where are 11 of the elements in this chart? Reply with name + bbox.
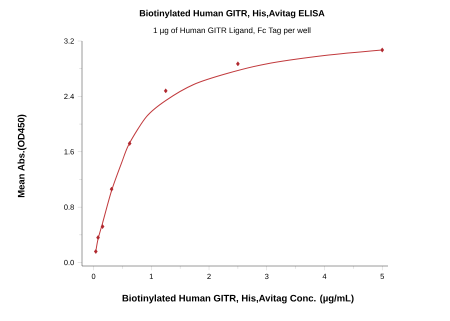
point xyxy=(110,186,114,192)
point xyxy=(96,235,100,240)
y-axis-title: Mean Abs.(OD450) xyxy=(18,114,26,198)
point xyxy=(236,61,240,66)
point xyxy=(164,88,168,94)
point xyxy=(94,249,98,254)
point xyxy=(100,224,104,229)
chart-title: Biotinylated Human GITR, His,Avitag ELISA xyxy=(140,10,325,18)
x-axis-title: Biotinylated Human GITR, His,Avitag Conc. (µg/mL) xyxy=(122,294,354,304)
point xyxy=(380,48,384,52)
point xyxy=(128,141,132,146)
